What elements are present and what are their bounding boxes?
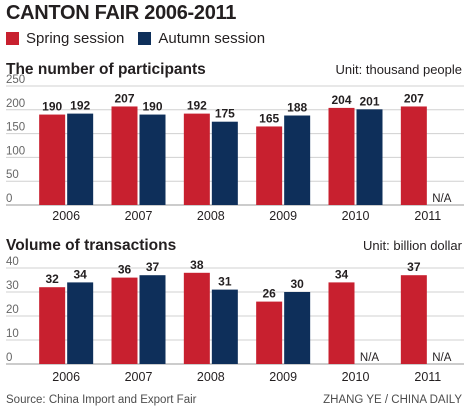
- chart2-bar-spring: [39, 287, 66, 364]
- main-title: CANTON FAIR 2006-2011: [6, 2, 237, 24]
- chart2-bar-spring: [111, 277, 138, 364]
- chart1-y-tick-label: 100: [6, 145, 25, 157]
- chart2-data-label: 34: [335, 267, 349, 281]
- chart2-data-label: 36: [118, 263, 132, 277]
- legend-item-autumn: Autumn session: [138, 30, 265, 47]
- chart1-bar-autumn: [139, 114, 166, 205]
- chart1-data-label: 201: [359, 94, 379, 108]
- legend: Spring session Autumn session: [6, 28, 279, 48]
- chart1-data-label: 190: [42, 100, 62, 114]
- chart2-na-label: N/A: [432, 352, 452, 364]
- chart2-data-label: 37: [407, 260, 421, 274]
- chart1-unit-label: Unit: thousand people: [336, 62, 462, 77]
- chart1-bar-spring: [183, 113, 210, 205]
- chart1-x-tick-label: 2007: [125, 209, 153, 223]
- chart2-x-tick-label: 2009: [269, 370, 297, 384]
- legend-swatch-autumn: [138, 31, 152, 45]
- chart1-bar-autumn: [356, 109, 383, 205]
- chart1-bar-autumn: [67, 113, 94, 205]
- chart2-x-tick-label: 2007: [125, 370, 153, 384]
- chart2-y-tick-label: 10: [6, 328, 19, 340]
- chart2-bar-autumn: [139, 275, 166, 364]
- chart1-y-tick-label: 150: [6, 122, 25, 134]
- chart1-x-tick-label: 2008: [197, 209, 225, 223]
- chart2-y-tick-label: 40: [6, 256, 19, 268]
- chart1-data-label: 190: [142, 100, 162, 114]
- chart1-data-label: 192: [187, 99, 207, 113]
- chart1-data-label: 207: [114, 91, 134, 105]
- chart2-y-tick-label: 0: [6, 352, 12, 364]
- footer-credit: ZHANG YE / CHINA DAILY: [323, 394, 462, 406]
- chart1-na-label: N/A: [432, 193, 452, 205]
- chart2-data-label: 30: [290, 277, 304, 291]
- chart1-y-tick-label: 0: [6, 193, 12, 205]
- chart1-y-tick-label: 50: [6, 169, 19, 181]
- chart1-x-tick-label: 2009: [269, 209, 297, 223]
- chart1-bar-spring: [400, 106, 427, 205]
- chart1-title: The number of participants: [6, 61, 206, 78]
- chart1-x-tick-label: 2011: [414, 209, 441, 223]
- chart1-data-label: 165: [259, 111, 279, 125]
- chart2-unit-label: Unit: billion dollar: [363, 238, 463, 253]
- chart2-y-tick-label: 30: [6, 280, 19, 292]
- chart2-x-tick-label: 2010: [342, 370, 370, 384]
- chart1-bar-autumn: [284, 115, 311, 205]
- chart1-y-tick-label: 250: [6, 74, 25, 86]
- chart1-data-label: 204: [331, 93, 351, 107]
- chart1-data-label: 192: [70, 99, 90, 113]
- legend-label-spring: Spring session: [26, 29, 125, 47]
- chart2-y-tick-label: 20: [6, 304, 19, 316]
- chart2-bar-spring: [183, 272, 210, 364]
- chart1-bar-spring: [39, 114, 66, 205]
- chart1-data-label: 188: [287, 101, 307, 115]
- chart2-na-label: N/A: [360, 352, 380, 364]
- legend-swatch-spring: [6, 31, 19, 45]
- chart1-bar-spring: [328, 107, 355, 205]
- chart2-bar-spring: [400, 275, 427, 364]
- chart2-x-tick-label: 2011: [414, 370, 441, 384]
- legend-label-autumn: Autumn session: [158, 29, 266, 47]
- chart2-data-label: 37: [146, 260, 160, 274]
- chart2-data-label: 31: [218, 275, 232, 289]
- chart2-title: Volume of transactions: [6, 237, 176, 254]
- chart2-bar-autumn: [67, 282, 94, 364]
- chart2-bar-autumn: [211, 289, 238, 364]
- legend-item-spring: Spring session: [6, 30, 124, 47]
- chart2-data-label: 38: [190, 258, 204, 272]
- chart1-x-tick-label: 2010: [342, 209, 370, 223]
- chart2-x-tick-label: 2006: [52, 370, 80, 384]
- chart2-bar-spring: [328, 282, 355, 364]
- chart1-bar-spring: [111, 106, 138, 205]
- chart2-data-label: 34: [73, 267, 87, 281]
- chart1-y-tick-label: 200: [6, 98, 25, 110]
- chart1-data-label: 207: [404, 91, 424, 105]
- chart2-data-label: 32: [45, 272, 59, 286]
- chart2-bar-spring: [256, 301, 283, 364]
- footer-source: Source: China Import and Export Fair: [6, 394, 197, 406]
- chart1-x-tick-label: 2006: [52, 209, 80, 223]
- chart1-data-label: 175: [215, 107, 235, 121]
- chart2-data-label: 26: [262, 287, 276, 301]
- chart2-x-tick-label: 2008: [197, 370, 225, 384]
- chart2-bar-autumn: [284, 292, 311, 364]
- chart1-bar-spring: [256, 126, 283, 205]
- chart1-bar-autumn: [211, 121, 238, 205]
